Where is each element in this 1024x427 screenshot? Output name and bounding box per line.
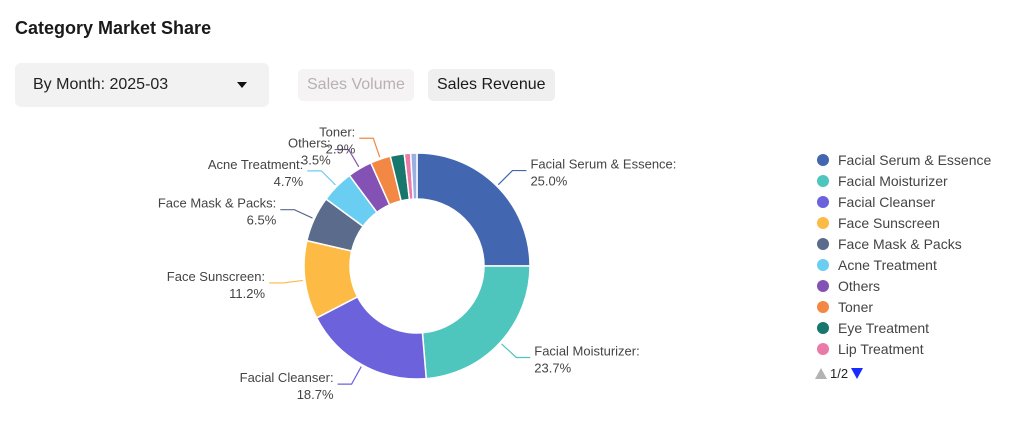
label-leader-line (359, 137, 381, 158)
slice-value-label: 23.7% (534, 360, 571, 375)
donut-slice[interactable] (409, 152, 418, 200)
label-leader-line (497, 169, 527, 186)
donut-slice[interactable] (421, 265, 531, 380)
slice-category-label: Facial Serum & Essence: (530, 157, 676, 172)
legend-label: Face Mask & Packs (838, 235, 962, 252)
label-leader-line (501, 343, 531, 359)
slice-value-label: 18.7% (297, 387, 334, 402)
legend-label: Facial Moisturizer (838, 172, 948, 189)
legend-label: Others (838, 277, 881, 294)
month-select-label: By Month: 2025-03 (33, 76, 169, 93)
caret-down-icon (237, 82, 247, 88)
label-leader-line (334, 148, 360, 168)
slice-value-label: 2.9% (326, 141, 356, 156)
slice-category-label: Face Sunscreen: (167, 269, 265, 284)
slice-category-label: Others: (288, 136, 331, 151)
legend-item[interactable]: Face Mask & Packs (817, 233, 991, 254)
slice-category-label: Face Mask & Packs: (158, 196, 276, 211)
label-leader-line (307, 170, 336, 186)
legend-label: Face Sunscreen (838, 214, 940, 231)
legend-item[interactable]: Facial Moisturizer (817, 170, 991, 191)
legend-item[interactable]: Toner (817, 296, 991, 317)
tab-sales-volume[interactable]: Sales Volume (298, 69, 414, 101)
legend-item[interactable]: Facial Serum & Essence (817, 149, 991, 170)
slice-value-label: 11.2% (229, 286, 265, 301)
slice-value-label: 3.5% (301, 153, 331, 168)
legend-dot-icon (817, 195, 829, 208)
donut-slice[interactable] (416, 152, 531, 267)
legend-dot-icon (817, 279, 829, 292)
legend-dot-icon (817, 174, 829, 187)
month-select[interactable]: By Month: 2025-03 (15, 63, 269, 107)
legend-item[interactable]: Others (817, 275, 991, 296)
legend-item[interactable]: Acne Treatment (817, 254, 991, 275)
legend-dot-icon (817, 153, 829, 166)
legend-label: Facial Cleanser (838, 193, 936, 210)
pager-text: 1/2 (830, 366, 849, 381)
page-title: Category Market Share (15, 18, 212, 38)
legend-dot-icon (817, 258, 829, 271)
legend-item[interactable]: Lip Treatment (817, 338, 991, 359)
legend-pager: 1/2 (815, 366, 864, 381)
legend-dot-icon (817, 342, 829, 355)
label-leader-line (269, 279, 303, 284)
slice-value-label: 25.0% (530, 174, 567, 189)
slice-category-label: Toner: (319, 124, 355, 139)
tab-sales-revenue[interactable]: Sales Revenue (428, 69, 555, 101)
pager-down-icon[interactable] (851, 368, 864, 379)
legend-label: Eye Treatment (838, 319, 930, 336)
chart-legend: Facial Serum & Essence Facial Moisturizer… (817, 149, 991, 359)
legend-label: Lip Treatment (838, 340, 924, 357)
slice-category-label: Facial Moisturizer: (534, 343, 639, 358)
legend-item[interactable]: Eye Treatment (817, 317, 991, 338)
legend-item[interactable]: Face Sunscreen (817, 212, 991, 233)
pager-up-icon[interactable] (815, 368, 827, 379)
slice-category-label: Facial Cleanser: (240, 370, 334, 385)
slice-value-label: 4.7% (274, 174, 304, 189)
slice-value-label: 6.5% (247, 213, 277, 228)
legend-dot-icon (817, 300, 829, 313)
legend-item[interactable]: Facial Cleanser (817, 191, 991, 212)
legend-dot-icon (817, 216, 829, 229)
legend-dot-icon (817, 321, 829, 334)
label-leader-line (280, 209, 313, 219)
legend-dot-icon (817, 237, 829, 250)
legend-label: Facial Serum & Essence (838, 151, 992, 168)
legend-label: Toner (838, 298, 874, 315)
slice-category-label: Acne Treatment: (208, 157, 303, 172)
label-leader-line (337, 366, 362, 385)
legend-label: Acne Treatment (838, 256, 937, 273)
